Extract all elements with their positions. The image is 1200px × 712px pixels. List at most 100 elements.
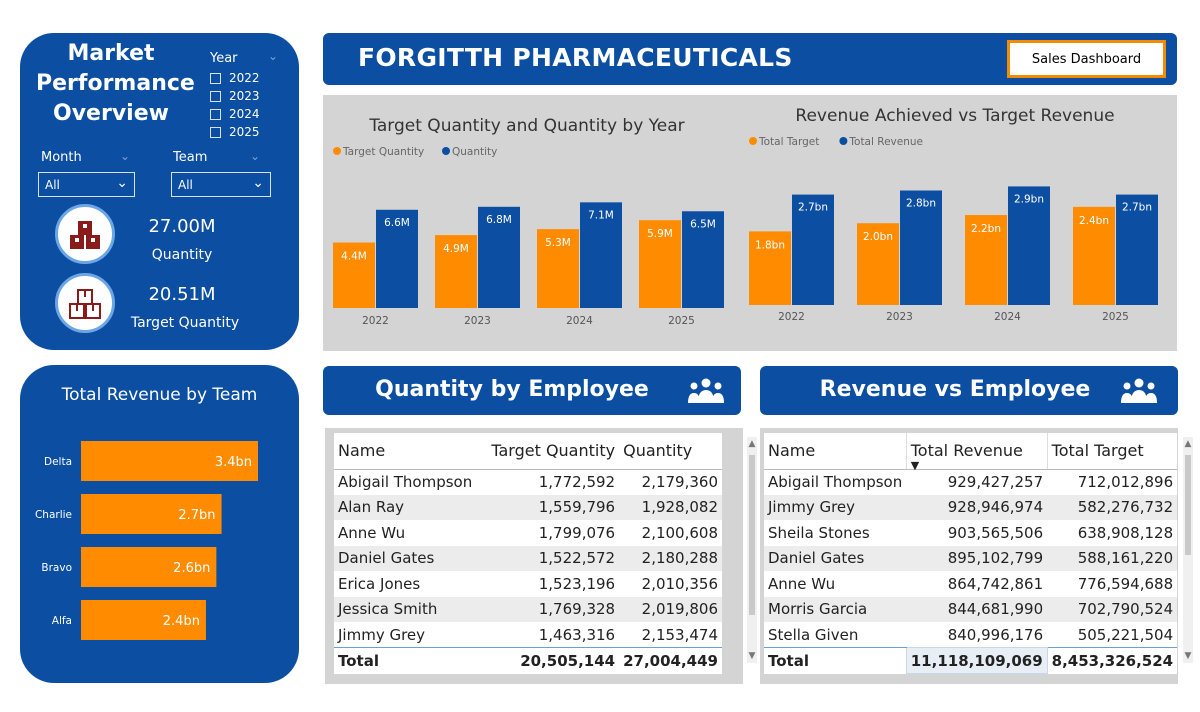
column-header-total-target[interactable]: Total Target	[1047, 433, 1178, 470]
team-dropdown-value: All	[178, 178, 193, 192]
total-label: Total	[764, 647, 907, 674]
scroll-up-icon[interactable]: ▲	[1184, 439, 1192, 449]
month-filter-label: Month	[41, 150, 82, 165]
cell-total-target: 638,908,128	[1077, 523, 1174, 542]
table-row[interactable]: Jimmy Grey 928,946,974 582,276,732	[764, 494, 1178, 520]
table-row[interactable]: Alan Ray 1,559,796 1,928,082	[334, 494, 722, 520]
chevron-down-icon[interactable]: ⌄	[120, 149, 131, 163]
bar[interactable]	[435, 235, 477, 308]
bar[interactable]	[1008, 186, 1050, 305]
year-option-2024[interactable]: 2024	[210, 107, 260, 121]
table-row[interactable]: Daniel Gates 895,102,799 588,161,220	[764, 545, 1178, 571]
quantity-table-scrollbar[interactable]: ▲ ▼	[747, 437, 757, 663]
cell-quantity: 2,179,360	[641, 473, 718, 491]
cell-target-quantity: 1,559,796	[487, 494, 620, 520]
cell-name: Stella Given	[768, 625, 859, 644]
column-header-name[interactable]: Name	[334, 433, 488, 470]
column-header-target-quantity[interactable]: Target Quantity	[487, 433, 620, 470]
people-group-icon	[1121, 378, 1157, 403]
table-row[interactable]: Abigail Thompson 929,427,257 712,012,896	[764, 469, 1177, 495]
team-dropdown[interactable]: All ⌄	[171, 172, 271, 197]
year-bar-charts: Target Quantity and Quantity by Year Targ…	[333, 106, 1158, 327]
legend-marker	[442, 147, 450, 155]
tick-label: 2022	[778, 311, 805, 323]
table-row[interactable]: Daniel Gates 1,522,572 2,180,288	[334, 545, 722, 571]
scrollbar-thumb[interactable]	[1185, 455, 1191, 555]
bar[interactable]	[81, 441, 258, 481]
column-header-quantity[interactable]: Quantity	[619, 433, 722, 470]
bar[interactable]	[478, 206, 520, 308]
sales-dashboard-button[interactable]: Sales Dashboard	[1007, 40, 1166, 78]
table-row[interactable]: Jessica Smith 1,769,328 2,019,806	[334, 596, 722, 622]
cell-name: Daniel Gates	[764, 545, 907, 571]
table-row[interactable]: Anne Wu 864,742,861 776,594,688	[764, 571, 1177, 597]
scrollbar-thumb[interactable]	[749, 455, 755, 615]
bar[interactable]	[81, 600, 206, 640]
checkbox[interactable]	[210, 72, 221, 84]
month-dropdown[interactable]: All ⌄	[38, 172, 135, 197]
table-row[interactable]: Jimmy Grey 1,463,316 2,153,474	[334, 622, 722, 648]
sort-descending-icon[interactable]: ▼	[910, 458, 920, 472]
tick-label: 2023	[464, 315, 491, 327]
company-title: FORGITTH PHARMACEUTICALS	[358, 43, 793, 72]
year-option-2022[interactable]: 2022	[210, 71, 260, 85]
tick-label: 2025	[1102, 311, 1129, 323]
bar[interactable]	[965, 215, 1007, 305]
bar[interactable]	[580, 202, 622, 308]
revenue-table[interactable]: Name Total Revenue ▼ Total Target Abigai…	[764, 433, 1178, 674]
cell-target-quantity: 1,523,196	[538, 574, 616, 593]
category-label: Delta	[44, 456, 72, 468]
checkbox[interactable]	[210, 108, 221, 120]
bar[interactable]	[81, 547, 217, 587]
bar[interactable]	[857, 223, 899, 305]
year-filter-label: Year	[210, 51, 238, 66]
bar[interactable]	[333, 242, 375, 308]
column-header-name[interactable]: Name	[764, 433, 907, 470]
table-total-row: Total 11,118,109,069 8,453,326,524	[764, 647, 1178, 674]
legend-marker	[749, 137, 757, 145]
scroll-up-icon[interactable]: ▲	[748, 439, 756, 449]
checkbox[interactable]	[210, 90, 221, 102]
cell-total-target: 588,161,220	[1047, 545, 1178, 571]
quantity-section-header: Quantity by Employee	[323, 366, 741, 415]
scroll-down-icon[interactable]: ▼	[748, 651, 756, 661]
bar[interactable]	[537, 229, 579, 308]
bar[interactable]	[81, 494, 222, 534]
cell-name: Jimmy Grey	[338, 625, 426, 644]
checkbox[interactable]	[210, 126, 221, 138]
filter-kpi-panel: Market Performance Overview Year ⌄ 2022 …	[20, 33, 299, 350]
year-option-2023[interactable]: 2023	[210, 89, 260, 103]
table-row[interactable]: Anne Wu 1,799,076 2,100,608	[334, 520, 722, 546]
table-row[interactable]: Sheila Stones 903,565,506 638,908,128	[764, 520, 1177, 546]
data-label: 2.7bn	[798, 202, 828, 214]
legend-label: Target Quantity	[342, 146, 424, 158]
column-header-total-revenue[interactable]: Total Revenue ▼	[905, 433, 1048, 472]
bar[interactable]	[792, 194, 834, 305]
chevron-down-icon[interactable]: ⌄	[250, 149, 261, 163]
table-row[interactable]: Stella Given 840,996,176 505,221,504	[764, 622, 1177, 648]
chevron-down-icon[interactable]: ⌄	[268, 49, 279, 63]
bar[interactable]	[1073, 206, 1115, 305]
header-bar: FORGITTH PHARMACEUTICALS Sales Dashboard	[323, 33, 1177, 85]
target-quantity-kpi-value: 20.51M	[148, 284, 216, 305]
data-label: 4.4M	[341, 251, 367, 263]
scroll-down-icon[interactable]: ▼	[1184, 651, 1192, 661]
bar[interactable]	[749, 231, 791, 305]
bar[interactable]	[682, 211, 724, 308]
bar[interactable]	[900, 190, 942, 305]
data-label: 3.4bn	[215, 455, 252, 470]
year-option-2025[interactable]: 2025	[210, 125, 260, 139]
bar[interactable]	[639, 220, 681, 308]
bar[interactable]	[1116, 194, 1158, 305]
table-row[interactable]: Erica Jones 1,523,196 2,010,356	[334, 571, 722, 597]
revenue-section-header: Revenue vs Employee	[760, 366, 1178, 415]
table-row[interactable]: Abigail Thompson 1,772,592 2,179,360	[334, 469, 722, 495]
revenue-table-scrollbar[interactable]: ▲ ▼	[1183, 437, 1193, 663]
quantity-table[interactable]: Name Target Quantity Quantity Abigail Th…	[334, 433, 722, 674]
panel-title: Market Performance Overview	[36, 41, 195, 126]
category-label: Bravo	[41, 562, 72, 574]
bar[interactable]	[376, 209, 418, 308]
total-revenue: 11,118,109,069	[905, 647, 1048, 674]
data-label: 2.7bn	[178, 508, 215, 523]
table-row[interactable]: Morris Garcia 844,681,990 702,790,524	[764, 596, 1178, 622]
